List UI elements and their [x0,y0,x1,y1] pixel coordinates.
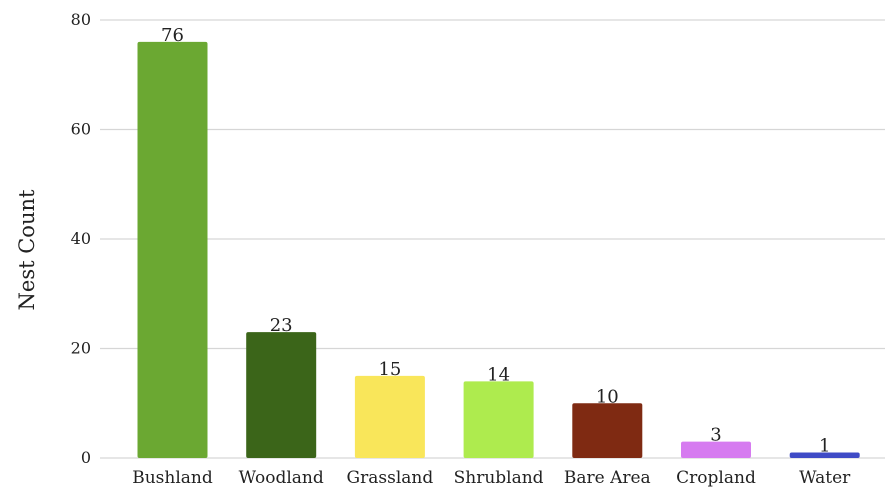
x-tick-label: Cropland [676,468,756,488]
y-axis-ticks: 0 20 40 60 80 [71,10,91,467]
x-tick-label: Woodland [239,468,324,488]
y-tick-label: 20 [71,339,91,358]
y-axis-title: Nest Count [15,189,39,310]
bar-grassland [354,375,425,458]
bar-bushland [137,41,208,459]
x-tick-label: Bushland [132,468,213,488]
bar-cropland [681,441,751,458]
x-tick-label: Bare Area [564,468,651,488]
x-axis-labels: Bushland Woodland Grassland Shrubland Bare A… [132,468,851,488]
x-tick-label: Water [799,468,851,488]
value-label: 76 [161,25,184,46]
y-tick-label: 60 [71,120,91,139]
value-label: 15 [378,359,401,380]
y-tick-label: 40 [71,229,91,248]
gridlines [100,19,885,459]
x-tick-label: Shrubland [454,468,544,488]
bar-woodland [246,332,317,458]
value-label: 14 [487,364,510,385]
value-label: 10 [596,386,619,407]
value-label: 3 [710,425,721,446]
y-tick-label: 0 [81,448,91,467]
value-label: 23 [270,315,293,336]
bars [137,41,860,459]
bar-bare-area [572,403,643,458]
value-labels: 76 23 15 14 10 3 1 [161,25,830,457]
y-tick-label: 80 [71,10,91,29]
bar-shrubland [463,381,534,458]
bar-water [789,452,860,458]
x-tick-label: Grassland [347,468,434,488]
value-label: 1 [819,436,830,457]
